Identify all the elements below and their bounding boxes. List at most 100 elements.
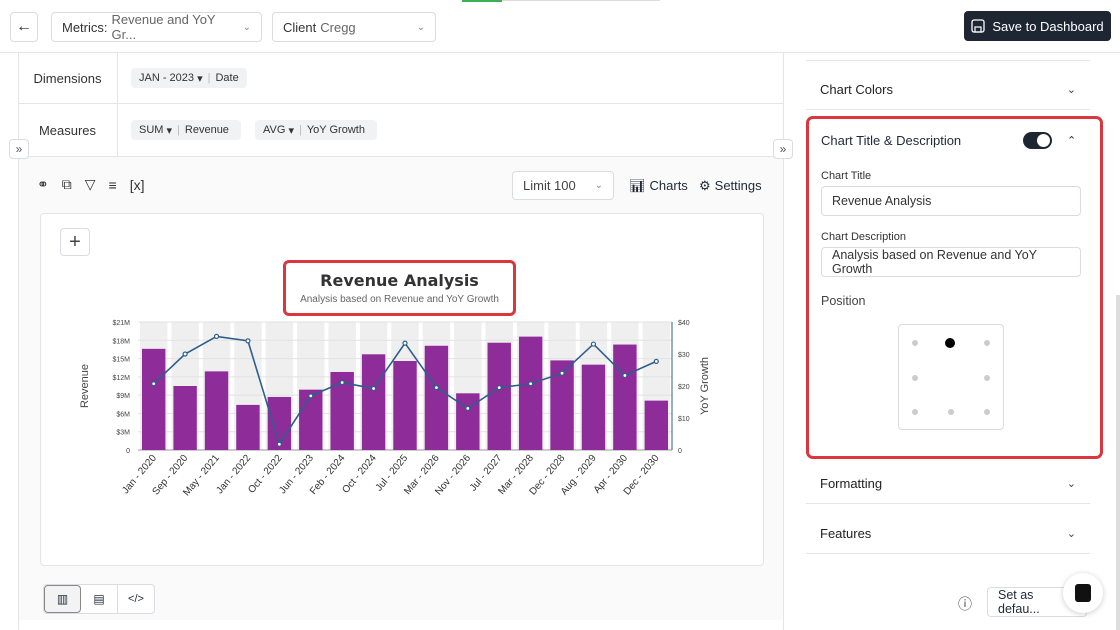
measures-label: Measures — [18, 104, 118, 157]
bar — [581, 364, 606, 450]
position-bottom-center[interactable] — [948, 409, 954, 415]
filter-icon[interactable]: ▽ — [84, 176, 96, 192]
bar-chart-icon: 📊︎ — [629, 178, 646, 193]
chart-title-label: Chart Title — [821, 170, 872, 182]
chart-view-button[interactable]: ▥ — [44, 585, 81, 613]
y-tick-label: $12M — [112, 375, 130, 382]
panel-divider — [806, 60, 1090, 61]
chevron-down-icon: ⌄ — [242, 21, 251, 33]
y2-tick-label: 0 — [678, 448, 682, 455]
y-tick-label: $15M — [112, 357, 130, 364]
y2-tick-label: $30 — [678, 352, 690, 359]
scrollbar[interactable] — [1116, 295, 1120, 630]
metrics-label: Metrics: — [62, 19, 108, 35]
chart-title-input[interactable]: Revenue Analysis — [821, 186, 1081, 216]
progress-indicator — [462, 0, 502, 2]
measure-pill[interactable]: AVG ▾ | YoY Growth — [255, 120, 377, 140]
panel-divider — [783, 52, 784, 630]
position-bottom-left[interactable] — [912, 409, 918, 415]
title-description-highlight — [806, 116, 1103, 459]
line-point — [308, 393, 314, 399]
pill-field: Revenue — [184, 124, 229, 136]
chevron-up-icon[interactable]: ⌃ — [1067, 135, 1077, 147]
join-icon[interactable]: ⚭ — [37, 176, 49, 192]
line-point — [590, 341, 597, 347]
line-point — [245, 338, 251, 344]
expand-left-button[interactable]: » — [9, 139, 29, 159]
line-point — [528, 381, 534, 387]
chart-title: Revenue Analysis — [320, 271, 479, 290]
pill-field: Date — [215, 72, 239, 84]
pill-agg: JAN - 2023 — [139, 72, 195, 84]
expand-right-button[interactable]: » — [773, 139, 793, 159]
accordion-label: Features — [820, 526, 872, 541]
accordion-label: Formatting — [820, 476, 883, 491]
header-divider — [0, 52, 1120, 53]
line-point — [182, 351, 188, 357]
accordion-formatting[interactable]: Formatting ⌄ — [806, 464, 1090, 504]
bar — [361, 354, 386, 450]
copy-icon[interactable]: ⧉ — [61, 176, 72, 192]
table-view-button[interactable]: ▤ — [81, 585, 118, 613]
y2-axis-label: YoY Growth — [699, 357, 711, 415]
measure-pill[interactable]: SUM ▾ | Revenue — [131, 120, 241, 140]
settings-button[interactable]: ⚙ Settings — [699, 178, 762, 194]
pill-agg: SUM — [139, 124, 164, 136]
bar — [330, 371, 354, 450]
back-button[interactable]: ← — [10, 12, 38, 42]
info-icon[interactable]: ⓘ — [958, 596, 972, 612]
line-point — [276, 441, 282, 447]
client-label: Client — [283, 19, 317, 35]
bar — [142, 348, 166, 450]
y-tick-label: $9M — [116, 393, 130, 400]
metrics-select[interactable]: Metrics: Revenue and YoY Gr... ⌄ — [51, 12, 262, 42]
accordion-chart-colors[interactable]: Chart Colors ⌄ — [806, 70, 1090, 110]
variable-icon[interactable]: [x] — [129, 176, 145, 193]
y2-tick-label: $40 — [678, 320, 690, 327]
client-select[interactable]: Client Cregg ⌄ — [272, 12, 436, 42]
chart-svg: 0$3M$6M$9M$12M$15M$18M$21M0$10$20$30$40J… — [79, 320, 711, 498]
line-point — [622, 372, 628, 379]
position-label: Position — [821, 294, 866, 308]
position-bottom-right[interactable] — [984, 409, 990, 415]
position-top-right[interactable] — [984, 340, 990, 346]
accordion-features[interactable]: Features ⌄ — [806, 514, 1090, 554]
bar — [487, 342, 511, 450]
pill-field: YoY Growth — [306, 124, 365, 136]
limit-select[interactable]: Limit 100 ⌄ — [512, 171, 614, 200]
chat-launcher-button[interactable] — [1063, 573, 1103, 613]
bar — [456, 393, 480, 450]
bar — [644, 400, 668, 450]
chevron-down-icon: ⌄ — [1066, 528, 1076, 540]
pill-agg: AVG — [263, 124, 286, 136]
chevron-down-icon: ⌄ — [1066, 478, 1076, 490]
code-view-button[interactable]: </> — [118, 585, 154, 613]
position-top-left[interactable] — [912, 340, 918, 346]
position-middle-left[interactable] — [912, 375, 918, 381]
bar — [173, 386, 197, 450]
charts-button[interactable]: 📊︎ Charts — [629, 178, 688, 194]
line-point — [402, 340, 408, 346]
position-top-center[interactable] — [945, 338, 955, 348]
view-toggle: ▥ ▤ </> — [43, 584, 155, 614]
bar — [424, 345, 449, 450]
chart-description-label: Chart Description — [821, 231, 906, 243]
sort-filter-icon[interactable]: ≡ — [108, 176, 117, 193]
dimensions-row: Dimensions JAN - 2023 ▾ | Date — [18, 52, 783, 104]
metrics-value: Revenue and YoY Gr... — [111, 12, 216, 42]
y-tick-label: 0 — [126, 448, 130, 455]
y-tick-label: $6M — [116, 411, 130, 418]
save-to-dashboard-button[interactable]: Save to Dashboard — [964, 11, 1111, 41]
chart-title-highlight: Revenue Analysis Analysis based on Reven… — [283, 260, 516, 316]
set-default-label: Set as defau... — [998, 588, 1040, 616]
add-button[interactable]: + — [60, 228, 90, 256]
chart-description-input[interactable]: Analysis based on Revenue and YoY Growth — [821, 247, 1081, 277]
title-toggle[interactable] — [1023, 132, 1052, 149]
code-icon: </> — [128, 593, 144, 605]
line-point — [339, 379, 345, 386]
chevron-down-icon: ⌄ — [1066, 84, 1076, 96]
table-icon: ▤ — [93, 592, 105, 606]
position-middle-right[interactable] — [984, 375, 990, 381]
bar — [393, 361, 417, 450]
dimension-pill[interactable]: JAN - 2023 ▾ | Date — [131, 68, 247, 88]
